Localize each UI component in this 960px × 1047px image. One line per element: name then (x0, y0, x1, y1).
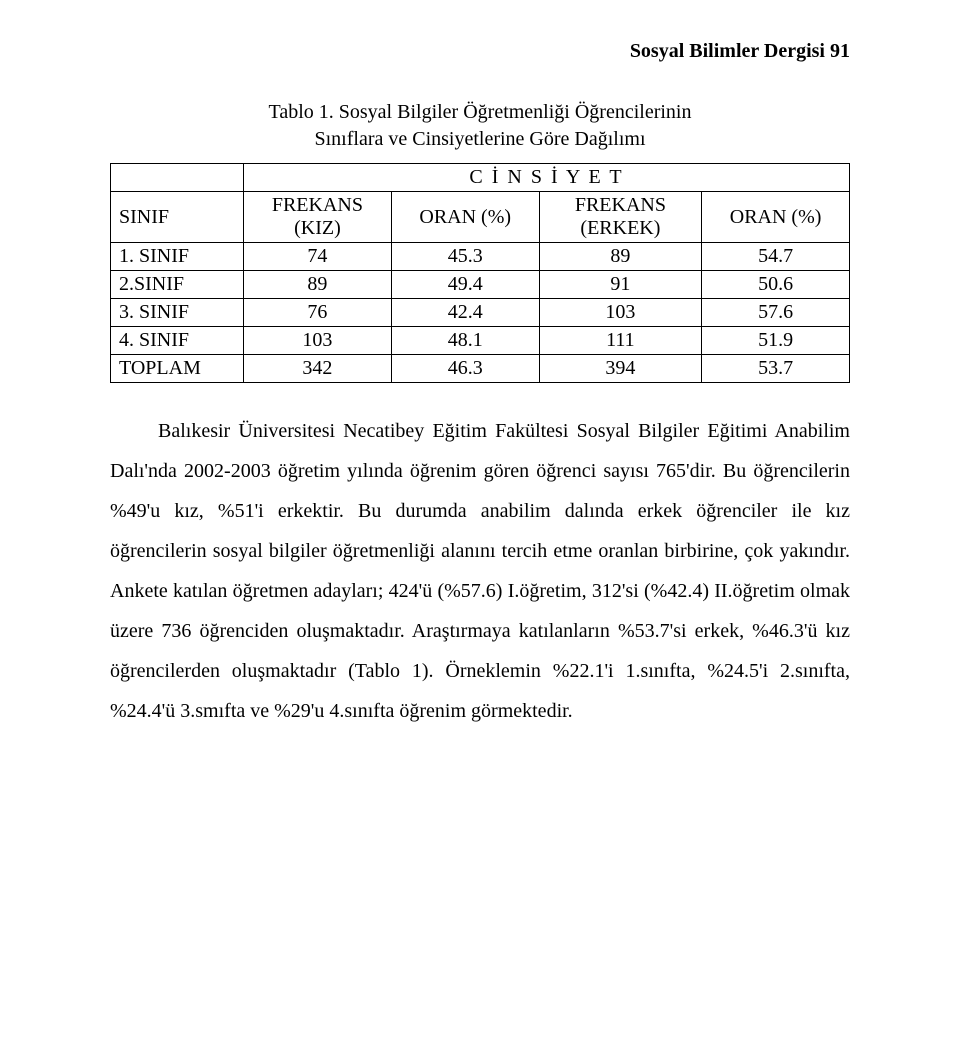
cell-sinif: TOPLAM (111, 355, 244, 383)
distribution-table: C İ N S İ Y E T SINIF FREKANS (KIZ) ORAN… (110, 163, 850, 383)
cell-erkek: 394 (539, 355, 702, 383)
cell-oran2: 53.7 (702, 355, 850, 383)
cell-kiz: 89 (244, 271, 392, 299)
cell-kiz: 342 (244, 355, 392, 383)
cell-sinif: 1. SINIF (111, 243, 244, 271)
cell-oran1: 46.3 (391, 355, 539, 383)
cell-oran1: 49.4 (391, 271, 539, 299)
table-row: 3. SINIF 76 42.4 103 57.6 (111, 299, 850, 327)
caption-line-2: Sınıflara ve Cinsiyetlerine Göre Dağılım… (314, 128, 645, 150)
caption-line-1: Tablo 1. Sosyal Bilgiler Öğretmenliği Öğ… (269, 101, 692, 123)
table-header-row: SINIF FREKANS (KIZ) ORAN (%) FREKANS (ER… (111, 192, 850, 243)
cell-erkek: 89 (539, 243, 702, 271)
cell-oran2: 54.7 (702, 243, 850, 271)
cell-sinif: 4. SINIF (111, 327, 244, 355)
blank-header (111, 164, 244, 192)
table-row-total: TOPLAM 342 46.3 394 53.7 (111, 355, 850, 383)
cell-sinif: 2.SINIF (111, 271, 244, 299)
cinsiyet-super-header: C İ N S İ Y E T (244, 164, 850, 192)
header-oran-erkek: ORAN (%) (702, 192, 850, 243)
table-row: 1. SINIF 74 45.3 89 54.7 (111, 243, 850, 271)
cell-erkek: 91 (539, 271, 702, 299)
table-row: 2.SINIF 89 49.4 91 50.6 (111, 271, 850, 299)
table-super-header-row: C İ N S İ Y E T (111, 164, 850, 192)
cell-kiz: 76 (244, 299, 392, 327)
header-frekans-erkek: FREKANS (ERKEK) (539, 192, 702, 243)
cell-kiz: 74 (244, 243, 392, 271)
running-head: Sosyal Bilimler Dergisi 91 (110, 40, 850, 63)
table-row: 4. SINIF 103 48.1 111 51.9 (111, 327, 850, 355)
cell-oran2: 51.9 (702, 327, 850, 355)
header-sinif: SINIF (111, 192, 244, 243)
header-frekans-kiz: FREKANS (KIZ) (244, 192, 392, 243)
page: Sosyal Bilimler Dergisi 91 Tablo 1. Sosy… (0, 0, 960, 1047)
cell-oran1: 48.1 (391, 327, 539, 355)
cell-oran1: 42.4 (391, 299, 539, 327)
cell-oran2: 57.6 (702, 299, 850, 327)
cell-oran1: 45.3 (391, 243, 539, 271)
header-oran-kiz: ORAN (%) (391, 192, 539, 243)
cell-sinif: 3. SINIF (111, 299, 244, 327)
cell-oran2: 50.6 (702, 271, 850, 299)
cell-erkek: 111 (539, 327, 702, 355)
cell-erkek: 103 (539, 299, 702, 327)
body-paragraph: Balıkesir Üniversitesi Necatibey Eğitim … (110, 411, 850, 731)
table-caption: Tablo 1. Sosyal Bilgiler Öğretmenliği Öğ… (110, 99, 850, 153)
cell-kiz: 103 (244, 327, 392, 355)
